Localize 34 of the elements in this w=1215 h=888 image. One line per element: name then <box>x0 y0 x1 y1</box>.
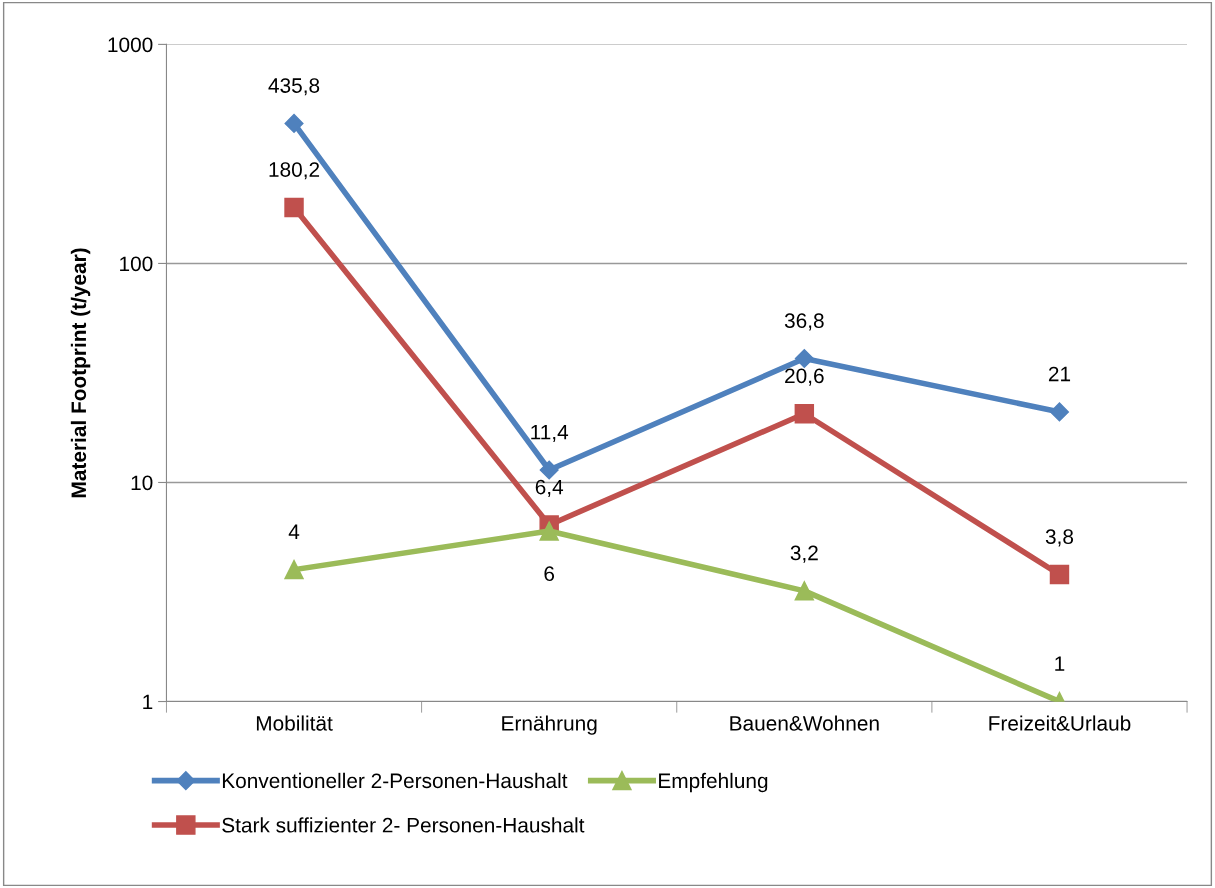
data-label: 6,4 <box>535 479 564 497</box>
x-tick-label: Freizeit&Urlaub <box>989 715 1131 731</box>
legend-label: Empfehlung <box>659 772 768 793</box>
legend-label: Konventioneller 2-Personen-Haushalt <box>222 772 568 789</box>
data-label: 435,8 <box>268 78 320 96</box>
data-label: 3,8 <box>1045 529 1074 547</box>
point <box>1049 564 1070 585</box>
data-label: 4 <box>288 524 300 539</box>
y-tick-label: 1000 <box>108 37 153 53</box>
point <box>794 581 815 601</box>
point <box>284 197 304 218</box>
data-label: 20,6 <box>785 368 824 386</box>
point <box>284 559 304 580</box>
point <box>284 113 304 133</box>
y-tick-label: 1 <box>143 694 153 710</box>
point <box>794 404 815 424</box>
x-tick-label: Mobilität <box>256 715 333 731</box>
point <box>539 460 559 480</box>
data-label: 36,8 <box>784 313 824 331</box>
data-label: 180,2 <box>269 162 320 180</box>
x-tick-label: Ernährung <box>502 715 597 735</box>
point <box>794 349 814 369</box>
y-tick-label: 10 <box>131 475 153 491</box>
data-label: 6 <box>544 566 555 582</box>
y-axis-title: Material Footprint (t/year) <box>70 248 91 498</box>
data-label: 1 <box>1055 656 1065 671</box>
data-label: 3,2 <box>790 545 818 563</box>
legend-label: Stark suffizienter 2- Personen-Haushalt <box>222 817 585 833</box>
y-tick-label: 100 <box>120 256 153 272</box>
point <box>1049 402 1070 422</box>
data-label: 11,4 <box>531 424 569 442</box>
point <box>539 521 559 541</box>
data-label: 21 <box>1048 366 1071 382</box>
x-tick-label: Bauen&Wohnen <box>730 715 879 731</box>
